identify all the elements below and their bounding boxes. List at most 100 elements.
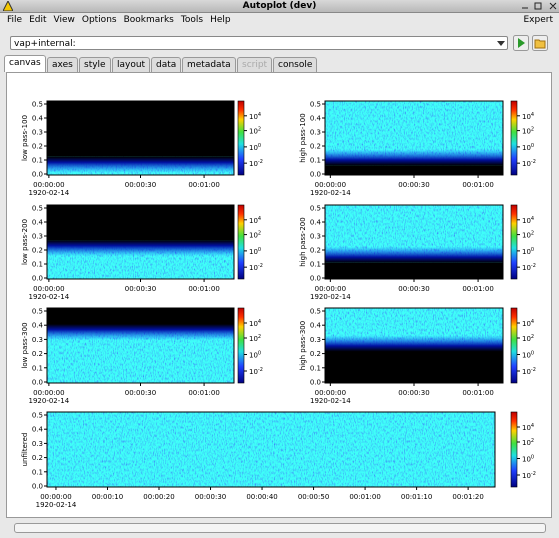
- tab[interactable]: metadata: [182, 57, 236, 72]
- colorbar-label: 104: [522, 423, 534, 432]
- band-edge: [47, 156, 234, 173]
- x-tick-label: 00:00:00: [33, 285, 64, 293]
- date-label: 1920-02-14: [310, 397, 351, 405]
- blank-region: [47, 308, 234, 324]
- colorbar: [237, 100, 245, 176]
- colorbar-label: 10-2: [522, 367, 536, 376]
- colorbar-base: 10: [522, 144, 531, 152]
- go-button[interactable]: [513, 35, 529, 51]
- colorbar-base: 10: [522, 113, 531, 121]
- band-edge: [325, 246, 503, 263]
- window-title: Autoplot (dev): [242, 1, 317, 11]
- y-tick-label: 0.2: [32, 350, 43, 358]
- colorbar-exp: 0: [258, 143, 261, 149]
- colorbar-exp: 4: [258, 112, 261, 118]
- x-tick-label: 00:00:50: [298, 493, 329, 501]
- colorbar-exp: 0: [531, 351, 534, 357]
- menu-item[interactable]: Bookmarks: [123, 15, 174, 25]
- colorbar-exp: 0: [531, 143, 534, 149]
- dropdown-arrow[interactable]: [497, 40, 505, 47]
- menu-bar: File Edit View Options Bookmarks Tools Help Exp…: [0, 13, 559, 27]
- x-tick-label: 00:00:00: [33, 181, 64, 189]
- band-edge: [325, 149, 503, 166]
- x-tick-label: 00:01:00: [349, 493, 380, 501]
- colorbar-base: 10: [522, 352, 531, 360]
- y-tick-label: 0.1: [32, 261, 43, 269]
- tab[interactable]: style: [79, 57, 111, 72]
- colorbar: [510, 100, 518, 176]
- colorbar-exp: 0: [531, 455, 534, 461]
- y-axis-label: low pass-300: [21, 322, 29, 368]
- colorbar-exp: -2: [531, 367, 536, 373]
- colorbar-exp: 4: [258, 319, 261, 325]
- colorbar-base: 10: [249, 264, 258, 272]
- menu-item[interactable]: Options: [81, 15, 117, 25]
- y-axis-label: high pass-300: [299, 321, 307, 370]
- y-tick-label: 0.0: [310, 275, 321, 283]
- menu-item[interactable]: Expert: [523, 15, 554, 25]
- x-tick-label: 00:00:40: [246, 493, 277, 501]
- colorbar-exp: -2: [531, 471, 536, 477]
- colorbar-label: 102: [249, 334, 261, 343]
- menu-item[interactable]: View: [53, 15, 75, 25]
- y-tick-label: 0.5: [310, 308, 321, 316]
- y-tick-label: 0.1: [32, 468, 43, 476]
- y-tick-label: 0.3: [32, 440, 43, 448]
- colorbar-label: 104: [249, 319, 261, 328]
- tab[interactable]: canvas: [4, 55, 46, 72]
- y-axis-label: high pass-100: [299, 113, 307, 162]
- x-tick-label: 00:01:10: [401, 493, 432, 501]
- menu-item[interactable]: File: [7, 15, 23, 25]
- y-tick-label: 0.1: [310, 364, 321, 372]
- window-buttons[interactable]: [520, 1, 558, 11]
- uri-field[interactable]: vap+internal:: [10, 36, 508, 50]
- band-edge: [325, 335, 503, 352]
- colorbar-base: 10: [522, 439, 531, 447]
- colorbar: [237, 204, 245, 280]
- colorbar-base: 10: [522, 456, 531, 464]
- colorbar-base: 10: [522, 217, 531, 225]
- x-tick-label: 00:00:30: [398, 181, 429, 189]
- x-tick-label: 00:00:30: [195, 493, 226, 501]
- date-label: 1920-02-14: [29, 397, 70, 405]
- colorbar-base: 10: [522, 128, 531, 136]
- colorbar-base: 10: [249, 320, 258, 328]
- y-axis-label: low pass-100: [21, 115, 29, 161]
- tab[interactable]: layout: [112, 57, 151, 72]
- x-tick-label: 00:00:10: [92, 493, 123, 501]
- menu-item[interactable]: Tools: [180, 15, 204, 25]
- colorbar-label: 100: [249, 143, 261, 152]
- x-tick-label: 00:00:00: [315, 285, 346, 293]
- tab[interactable]: console: [273, 57, 318, 72]
- colorbar-exp: 2: [258, 334, 261, 340]
- date-label: 1920-02-14: [310, 189, 351, 197]
- colorbar-exp: 2: [531, 438, 534, 444]
- tab[interactable]: data: [151, 57, 182, 72]
- spectrogram: [47, 412, 495, 487]
- y-tick-label: 0.0: [310, 171, 321, 179]
- colorbar-exp: -2: [258, 367, 263, 373]
- x-tick-label: 00:00:20: [143, 493, 174, 501]
- x-tick-label: 00:00:00: [40, 493, 71, 501]
- x-tick-label: 00:01:00: [188, 285, 219, 293]
- colorbar-base: 10: [249, 160, 258, 168]
- open-button[interactable]: [532, 35, 548, 51]
- y-tick-label: 0.5: [32, 308, 43, 316]
- y-tick-label: 0.1: [310, 157, 321, 165]
- y-tick-label: 0.2: [32, 247, 43, 255]
- colorbar-exp: 0: [531, 247, 534, 253]
- colorbar-label: 104: [522, 216, 534, 225]
- menu-item[interactable]: Help: [210, 15, 231, 25]
- tab[interactable]: script: [237, 57, 273, 72]
- x-tick-label: 00:01:00: [462, 181, 493, 189]
- tab[interactable]: axes: [47, 57, 78, 72]
- colorbar-label: 100: [249, 351, 261, 360]
- colorbar-base: 10: [249, 113, 258, 121]
- x-tick-label: 00:00:00: [315, 389, 346, 397]
- y-tick-label: 0.3: [32, 129, 43, 137]
- menu-item[interactable]: Edit: [29, 15, 47, 25]
- colorbar-label: 10-2: [249, 367, 263, 376]
- y-tick-label: 0.1: [310, 261, 321, 269]
- colorbar-exp: -2: [531, 159, 536, 165]
- y-tick-label: 0.4: [32, 322, 44, 330]
